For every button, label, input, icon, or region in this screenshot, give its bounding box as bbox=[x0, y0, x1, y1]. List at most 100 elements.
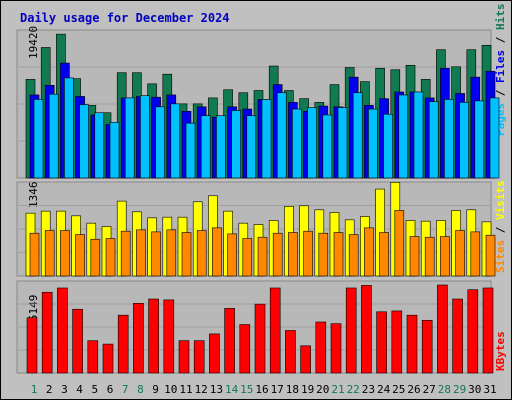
bar-kbytes-day-14 bbox=[224, 308, 235, 374]
bar-sites-day-6 bbox=[105, 238, 116, 277]
bar-kbytes-day-2 bbox=[41, 291, 53, 374]
bar-sites-day-7 bbox=[120, 230, 131, 277]
day-tick-label: 18 bbox=[286, 383, 299, 396]
day-tick-label: 14 bbox=[225, 383, 239, 396]
day-tick-label: 2 bbox=[46, 383, 53, 396]
day-tick-label: 5 bbox=[91, 383, 98, 396]
bar-pages-day-14 bbox=[231, 110, 241, 179]
day-tick-label: 7 bbox=[122, 383, 129, 396]
bar-pages-day-5 bbox=[94, 112, 105, 179]
bar-kbytes-day-1 bbox=[26, 317, 38, 374]
bar-kbytes-day-27 bbox=[421, 319, 433, 374]
bar-sites-day-16 bbox=[257, 236, 268, 277]
side-legend-part: Visits bbox=[494, 180, 507, 220]
bar-pages-day-21 bbox=[337, 107, 348, 179]
bar-sites-day-12 bbox=[196, 230, 207, 277]
bar-pages-day-17 bbox=[276, 92, 287, 179]
day-tick-label: 6 bbox=[107, 383, 114, 396]
bar-sites-day-15 bbox=[242, 238, 253, 277]
bar-pages-day-6 bbox=[109, 122, 120, 179]
day-tick-label: 19 bbox=[301, 383, 314, 396]
side-legend-part: / bbox=[494, 30, 507, 50]
bar-kbytes-day-6 bbox=[102, 343, 114, 374]
day-tick-label: 30 bbox=[468, 383, 481, 396]
bar-sites-day-14 bbox=[227, 233, 237, 277]
bar-pages-day-24 bbox=[383, 113, 393, 179]
bar-pages-day-4 bbox=[79, 104, 89, 179]
bar-kbytes-day-10 bbox=[163, 299, 175, 374]
bar-kbytes-day-3 bbox=[57, 287, 68, 374]
x-axis-day-labels: 1 2 3 4 5 6 7 8 9 10 11 12 13 14 15 16 17 18 19 20 21 22 23 24 2… bbox=[31, 383, 497, 396]
bar-kbytes-day-21 bbox=[330, 323, 342, 374]
bar-pages-day-15 bbox=[246, 115, 257, 179]
bar-pages-day-1 bbox=[33, 99, 44, 179]
bar-pages-day-8 bbox=[140, 95, 150, 179]
bar-sites-day-20 bbox=[318, 232, 329, 277]
bar-pages-day-26 bbox=[413, 91, 424, 179]
day-tick-label: 25 bbox=[392, 383, 405, 396]
bar-sites-day-30 bbox=[470, 231, 481, 277]
bar-kbytes-day-9 bbox=[148, 298, 159, 374]
day-tick-label: 11 bbox=[179, 383, 192, 396]
bar-pages-day-25 bbox=[398, 94, 409, 179]
bar-pages-day-13 bbox=[216, 115, 226, 179]
bar-pages-day-16 bbox=[261, 99, 272, 179]
chart-title: Daily usage for December 2024 bbox=[20, 11, 230, 25]
bar-pages-day-22 bbox=[352, 92, 363, 179]
bar-pages-day-29 bbox=[459, 102, 469, 179]
day-tick-label: 24 bbox=[377, 383, 391, 396]
bar-sites-day-3 bbox=[60, 230, 70, 277]
bar-sites-day-27 bbox=[424, 236, 435, 277]
bar-sites-day-13 bbox=[212, 227, 222, 277]
bar-kbytes-day-30 bbox=[467, 289, 479, 374]
bar-sites-day-17 bbox=[272, 232, 283, 277]
day-tick-label: 23 bbox=[362, 383, 375, 396]
bar-kbytes-day-26 bbox=[406, 314, 418, 374]
day-tick-label: 29 bbox=[453, 383, 466, 396]
day-tick-label: 3 bbox=[61, 383, 68, 396]
day-tick-label: 10 bbox=[164, 383, 177, 396]
panel-hits-files-pages: 19420 Pages / Files / Hits bbox=[16, 4, 507, 179]
bar-kbytes-day-11 bbox=[178, 340, 190, 374]
bottom-bars bbox=[18, 284, 494, 374]
day-tick-label: 22 bbox=[347, 383, 360, 396]
bar-kbytes-day-8 bbox=[133, 302, 144, 374]
day-tick-label: 21 bbox=[331, 383, 344, 396]
day-tick-label: 9 bbox=[152, 383, 159, 396]
bar-kbytes-day-28 bbox=[437, 284, 448, 374]
bar-pages-day-2 bbox=[48, 93, 59, 179]
day-tick-label: 16 bbox=[255, 383, 268, 396]
day-tick-label: 1 bbox=[31, 383, 38, 396]
bar-sites-day-28 bbox=[440, 236, 450, 277]
bar-sites-day-1 bbox=[29, 232, 40, 277]
bar-kbytes-day-4 bbox=[72, 308, 83, 374]
bar-pages-day-31 bbox=[489, 97, 500, 179]
bar-kbytes-day-13 bbox=[209, 333, 220, 374]
bar-pages-day-23 bbox=[368, 108, 378, 179]
bar-sites-day-25 bbox=[394, 210, 405, 277]
bar-sites-day-4 bbox=[75, 234, 85, 277]
panel-kbytes: 1035149 KBytes bbox=[16, 280, 507, 374]
day-tick-label: 12 bbox=[195, 383, 208, 396]
bar-sites-day-26 bbox=[409, 236, 420, 277]
bar-pages-day-19 bbox=[307, 107, 317, 179]
bottom-side-legend: KBytes bbox=[494, 331, 507, 371]
day-tick-label: 15 bbox=[240, 383, 253, 396]
bar-sites-day-10 bbox=[166, 229, 177, 277]
bar-pages-day-18 bbox=[292, 108, 302, 179]
day-tick-label: 4 bbox=[76, 383, 83, 396]
bar-pages-day-27 bbox=[428, 101, 439, 179]
side-legend-part: Files bbox=[494, 50, 507, 83]
bar-sites-day-5 bbox=[90, 238, 101, 277]
bar-kbytes-day-5 bbox=[87, 340, 99, 374]
top-bars bbox=[18, 33, 500, 179]
bar-kbytes-day-15 bbox=[239, 324, 251, 374]
day-tick-label: 28 bbox=[438, 383, 451, 396]
day-tick-label: 20 bbox=[316, 383, 329, 396]
panel-visits-sites: 1346 Sites / Visits bbox=[16, 180, 507, 277]
day-tick-label: 8 bbox=[137, 383, 144, 396]
bar-pages-day-10 bbox=[170, 103, 181, 179]
bar-kbytes-day-12 bbox=[193, 340, 205, 374]
bar-pages-day-3 bbox=[64, 77, 74, 179]
